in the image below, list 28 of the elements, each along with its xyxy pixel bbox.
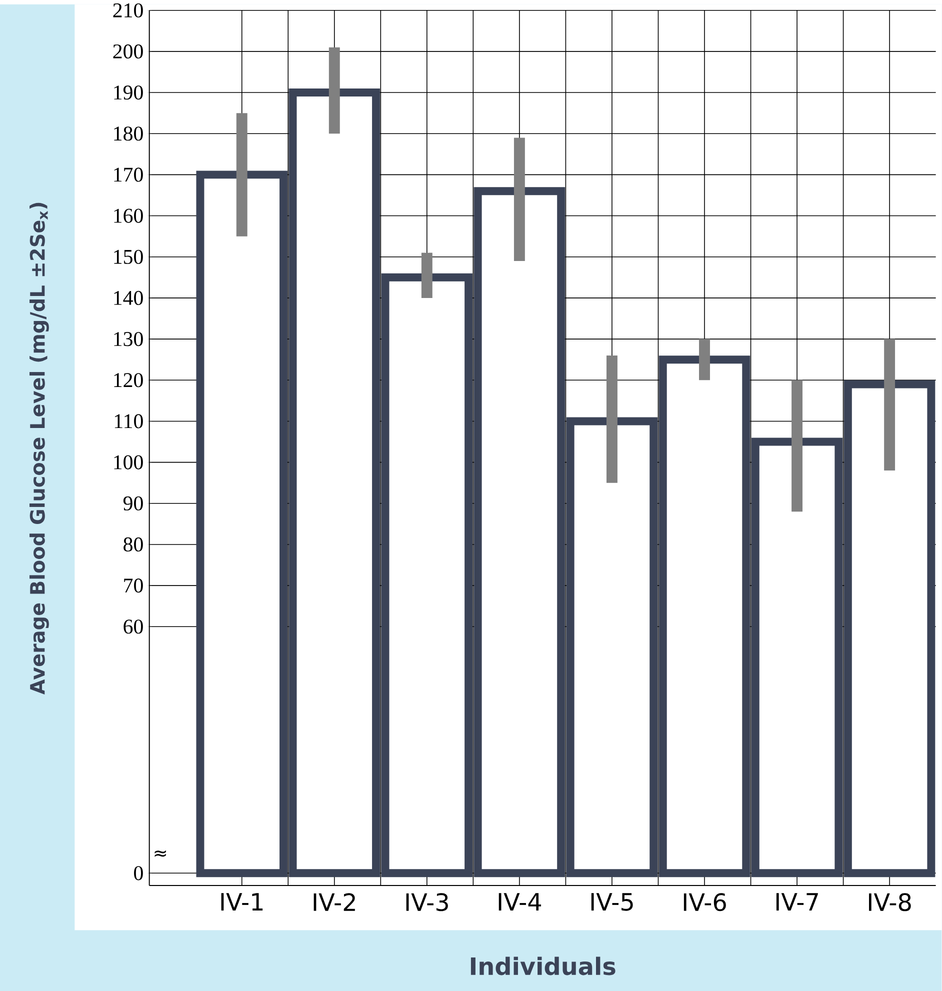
y-tick-label: 200 [113,44,143,59]
annotation: ≈ [154,850,166,857]
y-tick-label: 110 [115,414,143,428]
x-tick-label: IV-4 [498,893,542,911]
y-tick-label: 90 [124,496,143,510]
y-axis-title: Average Blood Glucose Level (mg/dL ±2Se$_{x}$) [30,202,50,695]
y-tick-label: 210 [113,3,143,18]
x-tick-label: IV-1 [221,893,263,911]
y-tick-label: 120 [114,373,143,388]
y-tick-label: 0 [134,866,143,880]
x-tick-label: IV-5 [592,893,633,911]
y-tick-label: 150 [114,250,143,264]
y-tick-label: 70 [124,578,143,593]
y-tick-label: 60 [124,620,143,634]
y-tick-label: 100 [114,455,143,470]
y-tick-label: 180 [114,126,143,141]
y-tick-label: 80 [124,537,143,552]
x-tick-label: IV-3 [406,893,448,912]
y-tick-label: 160 [114,208,143,223]
y-tick-label: 170 [114,168,143,182]
x-tick-label: IV-2 [314,893,356,911]
y-tick-label: 140 [114,290,143,306]
x-tick-label: IV-8 [869,893,911,912]
y-tick-label: 130 [114,332,143,346]
x-axis-title: Individuals [471,956,616,976]
x-tick-label: IV-7 [776,893,818,911]
y-tick-label: 190 [114,85,143,100]
x-tick-label: IV-6 [684,893,726,912]
